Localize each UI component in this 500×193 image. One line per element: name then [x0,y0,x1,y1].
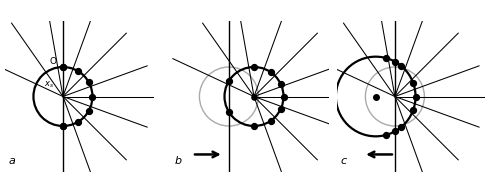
Text: a: a [8,156,15,166]
Point [59,124,67,128]
Point [225,111,233,114]
Text: b: b [174,156,182,166]
Point [398,64,406,68]
Point [391,60,399,63]
Point [409,109,417,112]
Point [59,124,67,128]
Point [250,95,258,98]
Point [59,65,67,69]
Point [276,82,284,85]
Point [225,79,233,82]
Point [382,133,390,136]
Point [398,125,406,129]
Point [412,95,420,98]
Point [267,119,275,122]
Point [409,81,417,84]
Point [59,65,67,69]
Point [250,65,258,69]
Point [74,69,82,73]
Text: $x_s$: $x_s$ [44,80,54,90]
Point [280,95,287,98]
Point [74,120,82,124]
Point [382,57,390,60]
Point [88,95,96,98]
Point [250,124,258,128]
Point [267,71,275,74]
Point [276,108,284,111]
Point [391,130,399,133]
Point [372,95,380,98]
Text: O: O [50,57,56,66]
Point [84,110,92,113]
Text: c: c [340,156,346,166]
Point [84,80,92,83]
